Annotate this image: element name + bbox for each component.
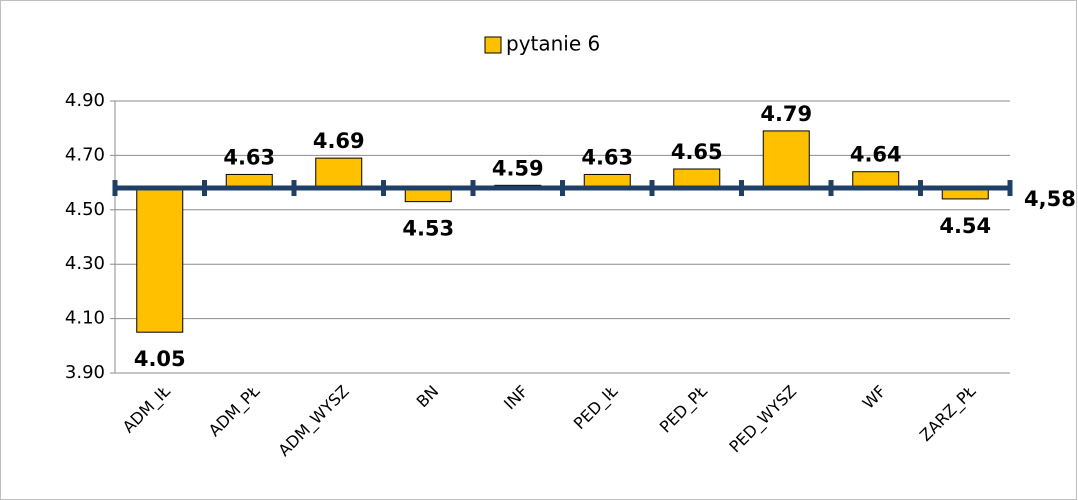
y-tick-label: 4.50 <box>65 199 105 220</box>
data-label: 4.53 <box>402 217 454 241</box>
data-label: 4.54 <box>939 214 991 238</box>
data-label: 4.05 <box>134 347 186 371</box>
data-label: 4.64 <box>850 143 902 167</box>
bar <box>136 187 184 333</box>
y-tick-label: 4.30 <box>65 253 105 274</box>
reference-label: 4,58 <box>1024 187 1076 211</box>
bar <box>762 130 810 189</box>
data-label: 4.63 <box>223 145 275 169</box>
legend-label: pytanie 6 <box>506 32 600 56</box>
data-label: 4.69 <box>313 129 365 153</box>
y-tick-label: 4.70 <box>65 144 105 165</box>
y-tick-label: 4.90 <box>65 90 105 111</box>
y-tick-label: 3.90 <box>65 362 105 383</box>
data-label: 4.63 <box>581 145 633 169</box>
bar <box>315 157 363 189</box>
bar <box>673 168 721 189</box>
data-label: 4.65 <box>671 140 723 164</box>
y-tick-label: 4.10 <box>65 308 105 329</box>
legend-swatch <box>484 36 502 54</box>
data-label: 4.79 <box>760 102 812 126</box>
data-label: 4.59 <box>492 156 544 180</box>
